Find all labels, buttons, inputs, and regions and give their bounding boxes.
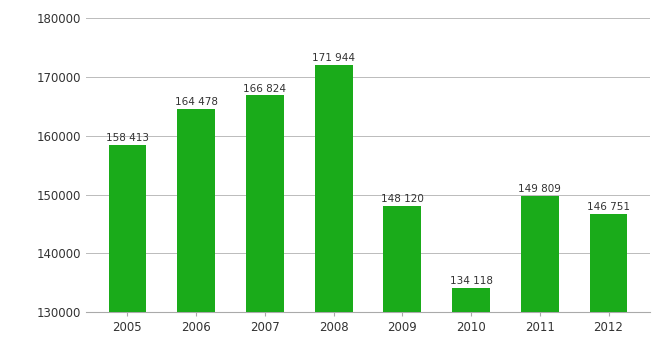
Text: 146 751: 146 751 [587, 202, 630, 212]
Bar [177, 109, 215, 355]
Text: 134 118: 134 118 [450, 276, 493, 286]
Bar [246, 95, 284, 355]
Bar [452, 288, 490, 355]
Bar [109, 145, 147, 355]
Bar [315, 65, 353, 355]
Text: 171 944: 171 944 [312, 54, 355, 64]
Text: 164 478: 164 478 [174, 98, 217, 108]
Bar [589, 214, 627, 355]
Bar [521, 196, 559, 355]
Text: 158 413: 158 413 [106, 133, 149, 143]
Text: 166 824: 166 824 [243, 84, 286, 94]
Text: 148 120: 148 120 [381, 194, 424, 204]
Text: 149 809: 149 809 [518, 184, 561, 194]
Bar [383, 206, 421, 355]
